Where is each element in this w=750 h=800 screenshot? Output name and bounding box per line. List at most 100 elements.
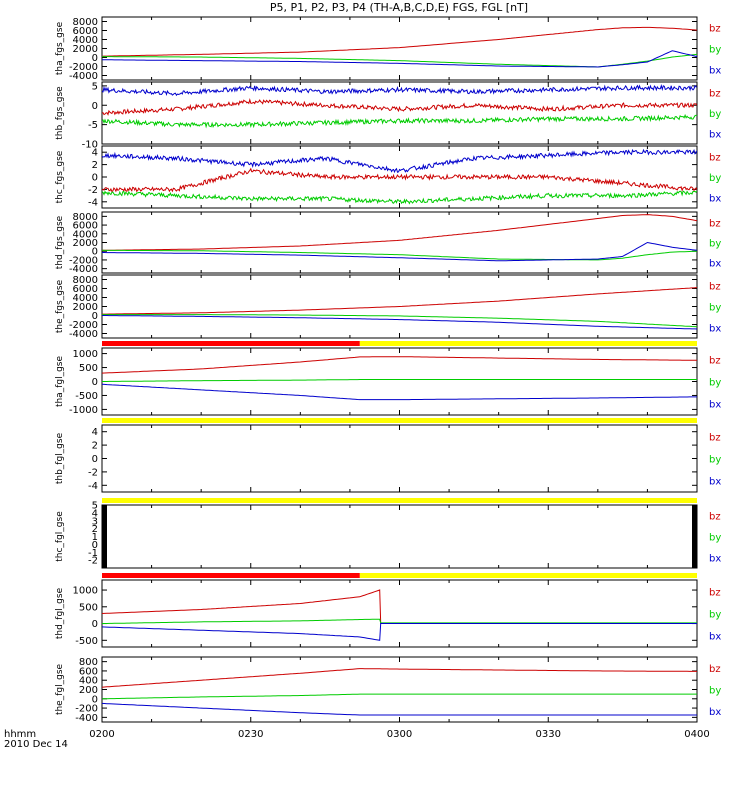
y-axis-label: tha_fgs_gse bbox=[55, 21, 65, 75]
y-tick-label: 6000 bbox=[73, 26, 98, 37]
series-line-by bbox=[102, 113, 697, 129]
legend-bx: bx bbox=[709, 400, 721, 411]
y-tick-label: -4000 bbox=[69, 71, 98, 82]
y-tick-label: 8000 bbox=[73, 212, 98, 223]
legend-bx: bx bbox=[709, 259, 721, 270]
status-bar-segment bbox=[359, 573, 697, 578]
legend-by: by bbox=[709, 378, 721, 389]
legend-by: by bbox=[709, 686, 721, 697]
y-tick-label: -2 bbox=[88, 556, 98, 567]
y-tick-label: 600 bbox=[79, 666, 98, 677]
y-tick-label: 0 bbox=[92, 101, 98, 112]
legend-bz: bz bbox=[709, 355, 721, 366]
plot-title: P5, P1, P2, P3, P4 (TH-A,B,C,D,E) FGS, F… bbox=[270, 1, 528, 14]
y-tick-label: 4 bbox=[92, 148, 98, 159]
legend-by: by bbox=[709, 109, 721, 120]
y-tick-label: 0 bbox=[92, 377, 98, 388]
status-bar-segment bbox=[102, 341, 360, 346]
y-tick-label: -4000 bbox=[69, 329, 98, 340]
panel-frame bbox=[101, 347, 698, 416]
y-tick-label: 5 bbox=[92, 81, 98, 92]
legend-by: by bbox=[709, 173, 721, 184]
series-line-bz bbox=[102, 668, 697, 688]
panel-frame bbox=[101, 656, 698, 723]
y-tick-label: 4000 bbox=[73, 293, 98, 304]
y-tick-label: 4 bbox=[92, 508, 98, 519]
legend-by: by bbox=[709, 303, 721, 314]
y-tick-label: -4000 bbox=[69, 264, 98, 275]
panel-thc_fgs_gse: 42 0-2-4 thc_fgs_gse bz by bx bbox=[55, 145, 721, 209]
y-tick-label: -4 bbox=[88, 481, 98, 492]
y-tick-label: 1000 bbox=[73, 586, 98, 597]
legend-bz: bz bbox=[709, 282, 721, 293]
series-line-by bbox=[102, 190, 697, 205]
series-line-bx bbox=[102, 315, 697, 330]
legend-bz: bz bbox=[709, 89, 721, 100]
x-tick-label: 0330 bbox=[536, 729, 561, 740]
panel-frame bbox=[101, 81, 698, 145]
x-tick-label: 0400 bbox=[684, 729, 709, 740]
y-tick-label: 0 bbox=[92, 247, 98, 258]
y-tick-label: -1000 bbox=[69, 405, 98, 416]
series-line-bz bbox=[102, 167, 697, 193]
y-tick-label: 0 bbox=[92, 619, 98, 630]
panel-thb_fgs_gse: 5 0 -5 -10 thb_fgs_gse bz by bx bbox=[55, 81, 721, 150]
series-line-bx bbox=[102, 241, 697, 262]
y-tick-label: 2 bbox=[92, 441, 98, 452]
y-tick-label: 1000 bbox=[73, 349, 98, 360]
y-tick-label: -2000 bbox=[69, 62, 98, 73]
y-tick-label: 8000 bbox=[73, 17, 98, 28]
x-axis-label-top: hhmm bbox=[4, 729, 36, 740]
y-tick-label: 500 bbox=[79, 602, 98, 613]
y-axis-label: the_fgl_gse bbox=[55, 663, 65, 715]
y-tick-label: 0 bbox=[92, 311, 98, 322]
panel-thb_fgl_gse: 4 2 0 -2 -4 thb_fgl_gse bz by bx bbox=[55, 418, 721, 493]
series-line-by bbox=[102, 618, 697, 624]
panel-frame bbox=[101, 211, 698, 274]
y-axis-label: thc_fgl_gse bbox=[55, 511, 65, 562]
x-tick-label: 0200 bbox=[89, 729, 114, 740]
legend-bz: bz bbox=[709, 587, 721, 598]
series-line-bx bbox=[102, 50, 697, 68]
y-tick-label: -4 bbox=[88, 197, 98, 208]
y-tick-label: 6000 bbox=[73, 284, 98, 295]
x-tick-label: 0230 bbox=[238, 729, 263, 740]
series-line-bz bbox=[102, 589, 697, 624]
panel-frame bbox=[101, 424, 698, 493]
y-tick-label: -500 bbox=[75, 391, 98, 402]
y-axis-label: thd_fgl_gse bbox=[55, 587, 65, 639]
legend-bz: bz bbox=[709, 664, 721, 675]
series-line-bx bbox=[102, 702, 697, 716]
legend-bz: bz bbox=[709, 432, 721, 443]
y-axis-label: thc_fgs_gse bbox=[55, 150, 65, 203]
legend-by: by bbox=[709, 45, 721, 56]
y-axis-label: thd_fgs_gse bbox=[55, 215, 65, 269]
y-tick-label: 0 bbox=[92, 53, 98, 64]
panel-tha_fgl_gse: 1000 500 0 -500 -1000 tha_fgl_gse bz by bx bbox=[55, 341, 721, 416]
legend-by: by bbox=[709, 239, 721, 250]
y-tick-label: 2 bbox=[92, 160, 98, 171]
legend-bx: bx bbox=[709, 323, 721, 334]
x-axis-label-bottom: 2010 Dec 14 bbox=[4, 739, 68, 750]
y-tick-label: 4 bbox=[92, 427, 98, 438]
series-line-bz bbox=[102, 287, 697, 315]
series-line-bz bbox=[102, 356, 697, 374]
legend-bz: bz bbox=[709, 153, 721, 164]
series-line-bx bbox=[102, 383, 697, 401]
series-line-by bbox=[102, 379, 697, 382]
y-tick-label: 0 bbox=[92, 694, 98, 705]
y-tick-label: 2000 bbox=[73, 302, 98, 313]
legend-bx: bx bbox=[709, 65, 721, 76]
status-bar-segment bbox=[359, 341, 697, 346]
y-tick-label: 0 bbox=[92, 454, 98, 465]
y-tick-label: -10 bbox=[82, 140, 98, 151]
legend-bx: bx bbox=[709, 477, 721, 488]
y-tick-label: 2000 bbox=[73, 44, 98, 55]
y-tick-label: 3 bbox=[92, 516, 98, 527]
status-bar-segment bbox=[102, 573, 360, 578]
